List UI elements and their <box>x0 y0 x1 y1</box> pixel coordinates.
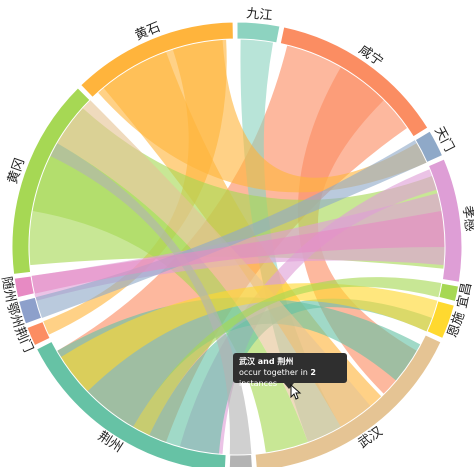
arc-荆州[interactable] <box>35 340 227 467</box>
arc-天门[interactable] <box>414 130 444 164</box>
arc-鄂州[interactable] <box>18 296 43 325</box>
arc-九江[interactable] <box>236 21 281 44</box>
tooltip-arrow <box>284 383 294 389</box>
tooltip-count: 2 <box>310 368 316 377</box>
mouse-cursor-icon <box>290 384 302 400</box>
node-label: 随州 <box>0 275 18 303</box>
ribbon[interactable] <box>60 283 438 392</box>
ribbon[interactable] <box>50 143 252 455</box>
arc-随州[interactable] <box>13 275 35 299</box>
node-label: 孝感 <box>459 205 474 233</box>
arcs-layer <box>11 21 463 467</box>
arc-潜江[interactable] <box>228 453 253 467</box>
ribbon[interactable] <box>149 298 433 455</box>
tooltip-pair: 武汉 and 荆州 <box>239 357 294 366</box>
node-label: 鄂州 <box>3 300 25 329</box>
tooltip-detail: occur together in 2 instances <box>239 367 341 389</box>
arc-咸宁[interactable] <box>279 26 429 138</box>
arc-黄冈[interactable] <box>11 87 91 275</box>
arc-黄石[interactable] <box>79 21 234 99</box>
tooltip-suffix: instances <box>239 379 278 388</box>
arc-恩施[interactable] <box>426 300 455 340</box>
node-label: 九江 <box>246 6 273 23</box>
tooltip-prefix: occur together in <box>239 368 311 377</box>
ribbon[interactable] <box>32 143 309 453</box>
ribbon[interactable] <box>31 210 446 294</box>
arc-荆门[interactable] <box>26 320 51 347</box>
node-label: 宜昌 <box>455 281 474 310</box>
ribbons-layer <box>29 39 446 455</box>
ribbon[interactable] <box>133 277 442 436</box>
arc-孝感[interactable] <box>427 158 463 283</box>
arc-武汉[interactable] <box>254 334 442 467</box>
arc-宜昌[interactable] <box>438 282 460 303</box>
tooltip: 武汉 and 荆州 occur together in 2 instances <box>233 353 347 388</box>
